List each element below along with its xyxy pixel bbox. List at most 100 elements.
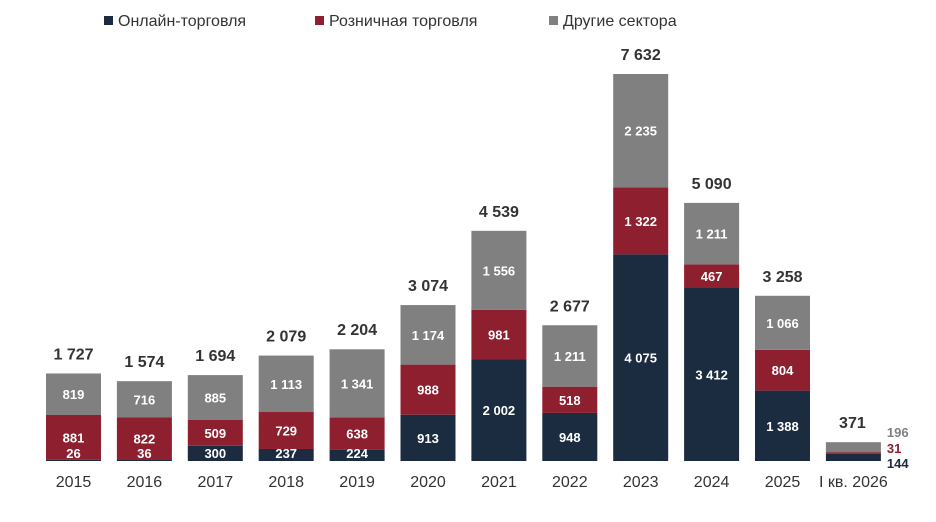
bar-segment-1-7 <box>542 386 598 413</box>
bars <box>46 74 881 461</box>
x-tick-label-10: 2025 <box>765 474 801 491</box>
x-tick-label-11: I кв. 2026 <box>819 474 888 491</box>
bar-segment-0-3 <box>258 448 314 461</box>
bar-segment-2-4 <box>329 349 385 418</box>
segment-label-1-5: 988 <box>417 383 439 398</box>
total-label-7: 2 677 <box>550 298 590 315</box>
segment-label-1-6: 981 <box>488 328 510 343</box>
total-label-0: 1 727 <box>53 346 93 363</box>
segment-label-1-7: 518 <box>559 393 581 408</box>
bar-segment-1-4 <box>329 417 385 450</box>
x-tick-label-4: 2019 <box>339 474 375 491</box>
segment-label-1-10: 804 <box>772 363 794 378</box>
bar-segment-1-1 <box>116 417 172 460</box>
segment-label-1-2: 509 <box>204 426 226 441</box>
bar-segment-2-11 <box>825 442 881 453</box>
segment-label-0-2: 300 <box>204 446 226 461</box>
bar-segment-2-9 <box>684 202 740 265</box>
segment-label-0-11: 144 <box>887 456 909 471</box>
x-tick-label-6: 2021 <box>481 474 517 491</box>
segment-label-2-4: 1 341 <box>341 376 374 391</box>
bar-segment-0-6 <box>471 359 527 461</box>
segment-label-0-9: 3 412 <box>695 367 728 382</box>
segment-label-1-8: 1 322 <box>624 214 657 229</box>
segment-label-0-3: 237 <box>275 446 297 461</box>
bar-segment-2-5 <box>400 305 456 365</box>
segment-label-0-0: 26 <box>66 446 80 461</box>
x-tick-label-9: 2024 <box>694 474 730 491</box>
bar-segment-0-2 <box>187 445 243 461</box>
segment-label-1-4: 638 <box>346 426 368 441</box>
bar-segment-1-5 <box>400 364 456 415</box>
legend-swatch-1 <box>315 16 324 25</box>
x-tick-label-7: 2022 <box>552 474 588 491</box>
total-label-1: 1 574 <box>124 354 164 371</box>
legend-label-2: Другие сектора <box>563 13 677 30</box>
bar-segment-1-0 <box>46 415 101 460</box>
bar-segment-1-9 <box>684 264 740 288</box>
segment-label-1-3: 729 <box>275 423 297 438</box>
legend-label-0: Онлайн-торговля <box>118 13 246 30</box>
bar-segment-2-10 <box>755 295 810 350</box>
bar-segment-1-8 <box>613 187 669 255</box>
legend: Онлайн-торговля Розничная торговля Другие … <box>104 13 677 30</box>
legend-swatch-0 <box>104 16 113 25</box>
total-label-6: 4 539 <box>479 204 519 221</box>
bar-segment-0-8 <box>613 254 669 461</box>
total-label-4: 2 204 <box>337 322 377 339</box>
total-label-9: 5 090 <box>692 176 732 193</box>
segment-label-2-0: 819 <box>63 387 85 402</box>
segment-label-0-4: 224 <box>346 446 368 461</box>
total-label-8: 7 632 <box>621 47 661 64</box>
bar-segment-2-1 <box>116 381 172 418</box>
total-label-11: 371 <box>839 415 866 432</box>
bar-segment-0-4 <box>329 449 385 461</box>
segment-label-2-11: 196 <box>887 425 909 440</box>
segment-label-2-6: 1 556 <box>483 263 516 278</box>
bar-segment-0-0 <box>46 459 101 461</box>
segment-label-0-6: 2 002 <box>483 403 516 418</box>
legend-swatch-2 <box>549 16 558 25</box>
segment-label-1-1: 822 <box>134 431 156 446</box>
x-tick-label-3: 2018 <box>268 474 304 491</box>
segment-label-1-0: 881 <box>63 430 85 445</box>
total-label-10: 3 258 <box>762 269 802 286</box>
bar-segment-2-7 <box>542 325 598 387</box>
bar-segment-1-6 <box>471 309 527 360</box>
segment-label-0-10: 1 388 <box>766 419 799 434</box>
total-label-3: 2 079 <box>266 329 306 346</box>
segment-label-1-11: 31 <box>887 441 901 456</box>
bar-segment-1-3 <box>258 412 314 449</box>
segment-label-0-8: 4 075 <box>624 351 657 366</box>
total-label-5: 3 074 <box>408 278 448 295</box>
bar-segment-0-10 <box>755 390 810 461</box>
bar-segment-0-7 <box>542 412 598 461</box>
bar-segment-2-0 <box>46 373 101 416</box>
segment-label-0-7: 948 <box>559 430 581 445</box>
total-label-2: 1 694 <box>195 348 235 365</box>
x-tick-label-1: 2016 <box>127 474 163 491</box>
segment-label-1-9: 467 <box>701 269 723 284</box>
segment-label-0-5: 913 <box>417 431 439 446</box>
bar-segment-0-1 <box>116 459 172 461</box>
bar-segment-1-10 <box>755 349 810 391</box>
bar-segment-1-2 <box>187 419 243 446</box>
segment-label-2-2: 885 <box>204 391 226 406</box>
segment-label-2-8: 2 235 <box>624 124 657 139</box>
segment-label-2-7: 1 211 <box>554 349 586 364</box>
bar-segment-2-6 <box>471 230 527 310</box>
bar-segment-0-5 <box>400 414 456 461</box>
x-tick-label-0: 2015 <box>56 474 92 491</box>
bar-segment-2-2 <box>187 375 243 420</box>
segment-label-2-9: 1 211 <box>696 227 728 242</box>
bar-segment-1-11 <box>825 452 881 454</box>
segment-label-2-1: 716 <box>134 392 156 407</box>
segment-label-2-10: 1 066 <box>766 316 799 331</box>
bar-segment-0-11 <box>825 453 881 461</box>
bar-segment-0-9 <box>684 287 740 461</box>
legend-label-1: Розничная торговля <box>329 13 477 30</box>
bar-segment-2-3 <box>258 355 314 413</box>
segment-label-2-3: 1 113 <box>270 377 302 392</box>
